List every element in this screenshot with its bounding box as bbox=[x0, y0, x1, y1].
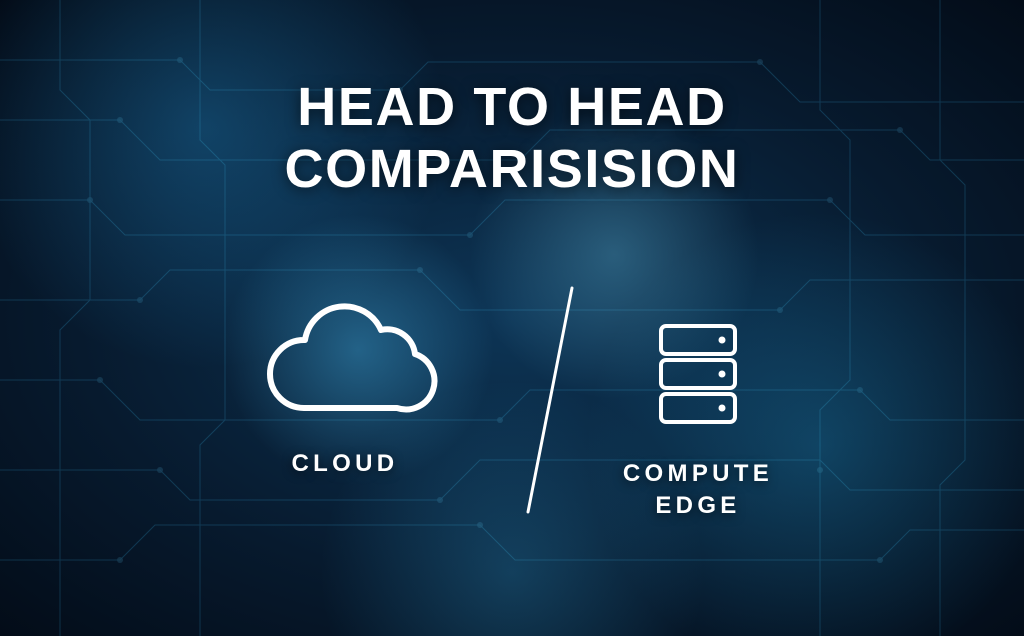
cloud-block: CLOUD bbox=[225, 290, 465, 480]
edge-label-line-2: EDGE bbox=[655, 492, 740, 519]
cloud-label: CLOUD bbox=[225, 448, 465, 480]
page-title: HEAD TO HEAD COMPARISISION bbox=[0, 76, 1024, 200]
title-line-2: COMPARISISION bbox=[284, 139, 739, 199]
divider-slash bbox=[510, 280, 590, 520]
cloud-icon bbox=[250, 290, 440, 430]
comparison-row: CLOUD COMPUTE EDGE bbox=[0, 290, 1024, 590]
server-icon bbox=[655, 320, 741, 430]
edge-label-line-1: COMPUTE bbox=[623, 460, 773, 487]
edge-label: COMPUTE EDGE bbox=[588, 458, 808, 523]
edge-block: COMPUTE EDGE bbox=[588, 320, 808, 523]
infographic-stage: HEAD TO HEAD COMPARISISION CLOUD bbox=[0, 0, 1024, 636]
title-line-1: HEAD TO HEAD bbox=[297, 77, 726, 137]
